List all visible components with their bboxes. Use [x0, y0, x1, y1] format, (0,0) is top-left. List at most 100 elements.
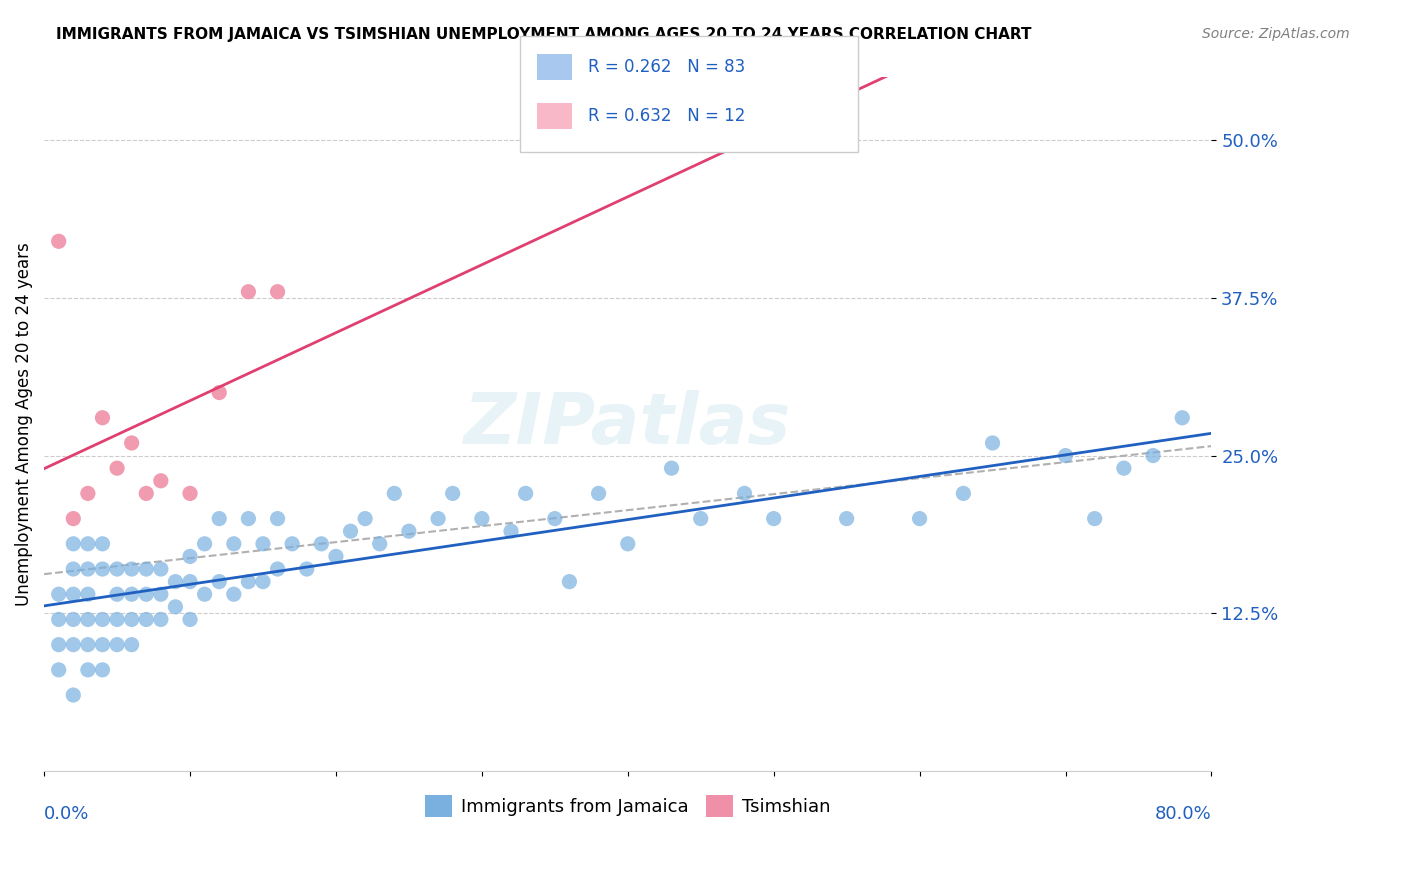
- Point: [121, 436, 143, 450]
- Point: [62, 612, 84, 626]
- Point: [471, 511, 494, 525]
- Point: [62, 688, 84, 702]
- Point: [734, 486, 756, 500]
- Point: [266, 511, 288, 525]
- Point: [194, 537, 217, 551]
- Point: [62, 511, 84, 525]
- Point: [48, 235, 70, 249]
- Point: [427, 511, 450, 525]
- Point: [179, 549, 201, 564]
- Point: [77, 562, 100, 576]
- Point: [135, 562, 157, 576]
- Point: [121, 612, 143, 626]
- Point: [48, 663, 70, 677]
- Point: [835, 511, 858, 525]
- Point: [368, 537, 391, 551]
- Point: [105, 562, 128, 576]
- Point: [1142, 449, 1164, 463]
- Point: [149, 562, 172, 576]
- Point: [105, 638, 128, 652]
- Point: [238, 511, 260, 525]
- Point: [77, 537, 100, 551]
- Point: [105, 461, 128, 475]
- Point: [1084, 511, 1107, 525]
- Point: [208, 574, 231, 589]
- Point: [339, 524, 361, 539]
- Text: 0.0%: 0.0%: [44, 805, 90, 823]
- Point: [981, 436, 1004, 450]
- Point: [616, 537, 638, 551]
- Point: [208, 511, 231, 525]
- Point: [77, 638, 100, 652]
- Point: [105, 612, 128, 626]
- Point: [252, 574, 274, 589]
- Point: [266, 562, 288, 576]
- Point: [165, 574, 187, 589]
- Point: [91, 537, 114, 551]
- Point: [91, 612, 114, 626]
- Point: [149, 587, 172, 601]
- Point: [77, 486, 100, 500]
- Point: [325, 549, 347, 564]
- Point: [121, 562, 143, 576]
- Point: [222, 537, 245, 551]
- Point: [121, 587, 143, 601]
- Legend: Immigrants from Jamaica, Tsimshian: Immigrants from Jamaica, Tsimshian: [418, 788, 838, 824]
- Point: [295, 562, 318, 576]
- Point: [135, 587, 157, 601]
- Point: [149, 474, 172, 488]
- Point: [1112, 461, 1135, 475]
- Y-axis label: Unemployment Among Ages 20 to 24 years: Unemployment Among Ages 20 to 24 years: [15, 243, 32, 606]
- Text: Source: ZipAtlas.com: Source: ZipAtlas.com: [1202, 27, 1350, 41]
- Point: [382, 486, 405, 500]
- Text: IMMIGRANTS FROM JAMAICA VS TSIMSHIAN UNEMPLOYMENT AMONG AGES 20 TO 24 YEARS CORR: IMMIGRANTS FROM JAMAICA VS TSIMSHIAN UNE…: [56, 27, 1032, 42]
- Point: [441, 486, 464, 500]
- Point: [762, 511, 785, 525]
- Point: [499, 524, 522, 539]
- Point: [398, 524, 420, 539]
- Text: R = 0.262   N = 83: R = 0.262 N = 83: [588, 58, 745, 76]
- Point: [515, 486, 537, 500]
- Point: [135, 486, 157, 500]
- Point: [149, 612, 172, 626]
- Point: [238, 285, 260, 299]
- Text: ZIPatlas: ZIPatlas: [464, 390, 792, 458]
- Point: [354, 511, 377, 525]
- Point: [77, 587, 100, 601]
- Point: [588, 486, 610, 500]
- Point: [48, 587, 70, 601]
- Point: [91, 562, 114, 576]
- Point: [194, 587, 217, 601]
- Point: [281, 537, 304, 551]
- Point: [179, 612, 201, 626]
- Point: [179, 486, 201, 500]
- Point: [558, 574, 581, 589]
- Point: [311, 537, 333, 551]
- Point: [689, 511, 711, 525]
- Point: [91, 638, 114, 652]
- Point: [121, 638, 143, 652]
- Text: R = 0.632   N = 12: R = 0.632 N = 12: [588, 107, 745, 125]
- Point: [238, 574, 260, 589]
- Point: [661, 461, 683, 475]
- Point: [62, 638, 84, 652]
- Text: 80.0%: 80.0%: [1154, 805, 1212, 823]
- Point: [77, 663, 100, 677]
- Point: [266, 285, 288, 299]
- Point: [1171, 410, 1194, 425]
- Point: [135, 612, 157, 626]
- Point: [208, 385, 231, 400]
- Point: [48, 612, 70, 626]
- Point: [62, 587, 84, 601]
- Point: [62, 562, 84, 576]
- Point: [179, 574, 201, 589]
- Point: [1054, 449, 1077, 463]
- Point: [105, 587, 128, 601]
- Point: [952, 486, 974, 500]
- Point: [165, 599, 187, 614]
- Point: [544, 511, 567, 525]
- Point: [908, 511, 931, 525]
- Point: [222, 587, 245, 601]
- Point: [77, 612, 100, 626]
- Point: [91, 410, 114, 425]
